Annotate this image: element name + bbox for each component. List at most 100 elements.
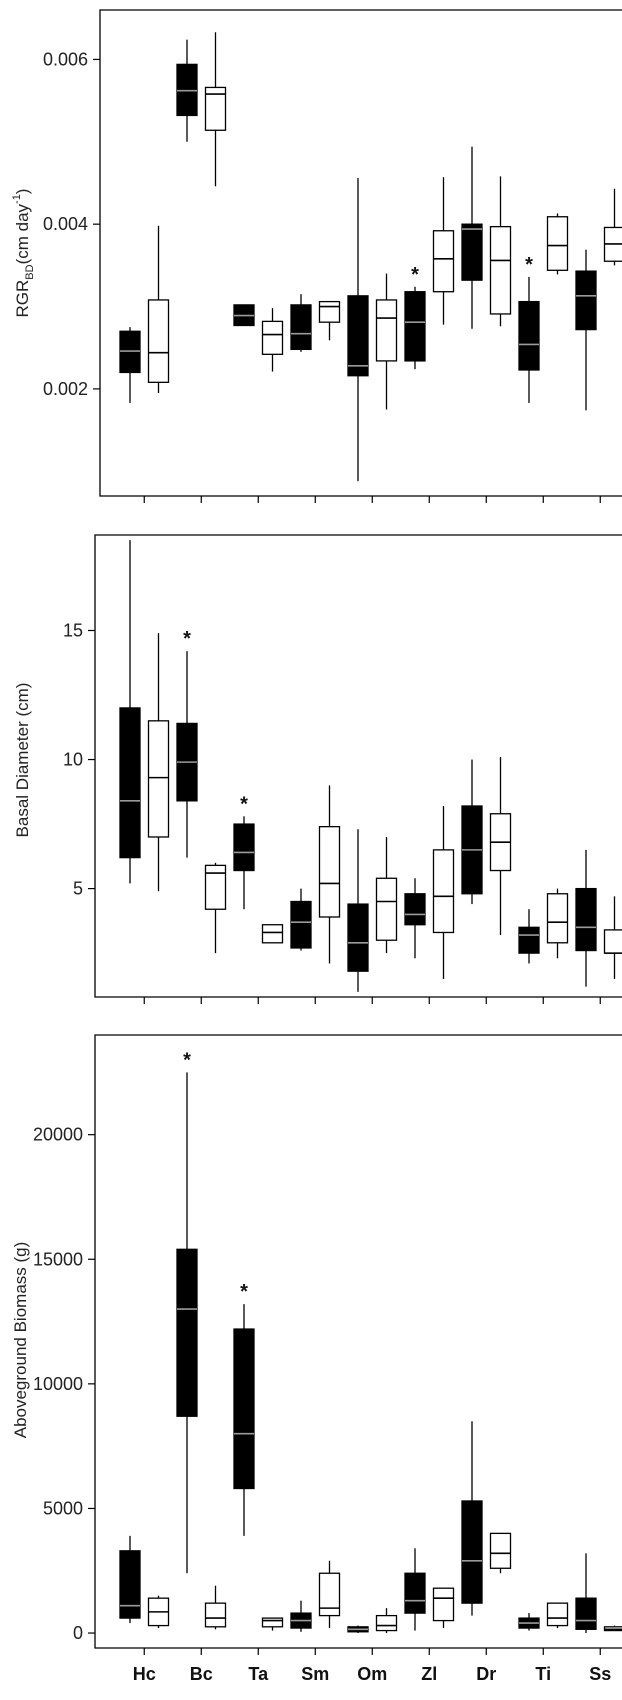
box-filled-2: * [176,628,198,858]
box-open-11 [432,177,455,325]
panel-rgr-frame [99,9,622,497]
box-iqr [119,1550,141,1619]
box-filled-16 [575,849,597,987]
y-axis-title-rgr-main: RGR [13,280,32,318]
x-category-label-ti: Ti [535,1664,551,1684]
panel-basal-diameter-marks: 5 10 15 * * [63,540,622,1004]
box-iqr [204,1602,227,1628]
box-open-1 [147,225,170,394]
box-open-17 [603,188,622,266]
box-iqr [404,893,426,926]
box-iqr [603,929,622,954]
box-open-1 [147,1595,170,1629]
box-filled-14 [518,1613,540,1631]
box-iqr [204,86,227,131]
box-filled-8 [347,1625,369,1634]
box-filled-12 [461,146,483,329]
box-iqr [176,1248,198,1417]
box-open-3 [204,862,227,954]
box-iqr [375,299,398,362]
y-tick-label: 10000 [33,1374,83,1394]
box-open-15 [546,888,569,959]
box-open-7 [318,1560,341,1629]
y-tick-label: 0 [73,1623,83,1643]
y-tick-label: 5 [73,879,83,899]
y-tick-label: 0.004 [43,214,88,234]
significance-star: * [240,1281,248,1303]
box-filled-8 [347,178,369,482]
box-iqr [489,1532,512,1569]
box-open-17 [603,896,622,979]
box-open-5 [261,308,284,372]
box-iqr [575,1597,597,1630]
panel-biomass-marks: 0 5000 10000 15000 20000 * * [33,1049,622,1655]
box-iqr [375,1614,398,1632]
panel-basal-diameter-frame [94,534,622,998]
box-filled-6 [290,294,312,352]
panel-biomass: 0 5000 10000 15000 20000 * * Aboveground Bioma… [11,1034,622,1655]
y-tick-label: 10 [63,750,83,770]
box-filled-16 [575,1553,597,1634]
box-iqr [119,330,141,374]
x-category-label-hc: Hc [133,1664,156,1684]
x-category-label-sm: Sm [301,1664,329,1684]
box-open-9 [375,1608,398,1634]
box-filled-12 [461,1421,483,1616]
box-iqr [176,63,198,117]
y-axis-title-basal-diameter: Basal Diameter (cm) [13,683,32,838]
y-axis-title-biomass: Aboveground Biomass (g) [11,1242,30,1439]
box-filled-0 [119,327,141,403]
y-tick-label: 15000 [33,1249,83,1269]
box-open-11 [432,1587,455,1629]
box-filled-0 [119,540,141,884]
x-category-label-bc: Bc [190,1664,213,1684]
box-iqr [261,1617,284,1628]
box-filled-6 [290,888,312,951]
y-tick-label: 5000 [43,1498,83,1518]
box-iqr [546,216,569,271]
box-iqr [404,1572,426,1614]
box-open-3 [204,1585,227,1630]
y-tick-label: 0.006 [43,49,88,69]
box-iqr [432,1587,455,1622]
box-open-13 [489,176,512,327]
box-iqr [233,823,255,872]
x-axis-category-labels: Hc Bc Ta Sm Om Zl Dr Ti Ss [133,1664,612,1684]
y-tick-label: 20000 [33,1125,83,1145]
box-filled-2 [176,39,198,142]
significance-star: * [411,264,419,286]
panel-biomass-frame [94,1034,622,1649]
box-filled-16 [575,249,597,411]
box-iqr [204,864,227,910]
box-open-11 [432,806,455,979]
x-category-label-ta: Ta [248,1664,269,1684]
significance-star: * [183,628,191,650]
box-iqr [432,230,455,293]
box-open-13 [489,1532,512,1574]
box-filled-10: * [404,264,426,370]
y-tick-label: 0.002 [43,379,88,399]
box-open-15 [546,1602,569,1629]
box-iqr [290,900,312,949]
box-iqr [432,849,455,934]
box-iqr [119,707,141,859]
box-iqr [461,223,483,281]
box-iqr [318,300,341,323]
box-filled-12 [461,759,483,905]
box-filled-10 [404,1548,426,1631]
box-iqr [233,1328,255,1490]
box-filled-4: * [233,793,255,910]
box-open-7 [318,300,341,341]
box-iqr [261,320,284,355]
panel-basal-diameter: 5 10 15 * * Basal Diameter (cm) [13,534,622,1004]
box-open-17 [603,1625,622,1632]
box-iqr [261,924,284,944]
x-category-label-ss: Ss [589,1664,611,1684]
y-axis-title-rgr-units: (cm day [13,203,32,264]
panel-rgr-marks: 0.002 0.004 0.006 * * [43,32,622,503]
box-open-7 [318,785,341,964]
box-filled-14: * [518,254,540,403]
box-iqr [147,299,170,383]
box-open-5 [261,924,284,944]
y-axis-title-rgr-close: ) [13,189,32,195]
